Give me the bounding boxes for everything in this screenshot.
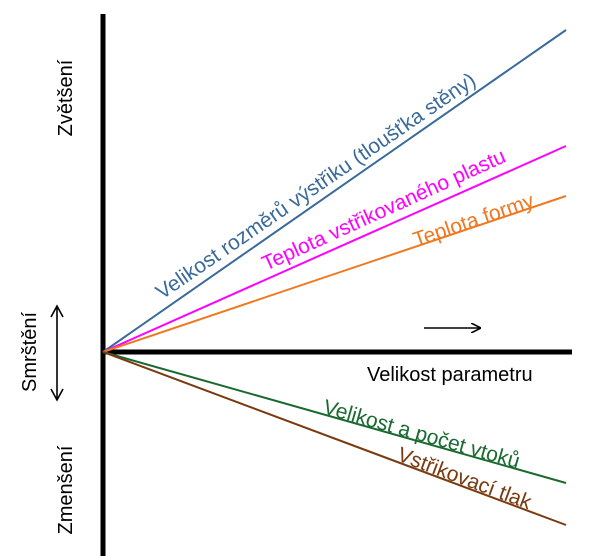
y-axis-bottom-label: Zmenšení xyxy=(55,445,77,534)
x-axis-label: Velikost parametru xyxy=(367,364,533,386)
y-axis-middle-label: Smrštění xyxy=(19,312,41,392)
y-axis-top-label: Zvětšení xyxy=(55,59,77,136)
line-wall-thickness xyxy=(103,30,566,352)
